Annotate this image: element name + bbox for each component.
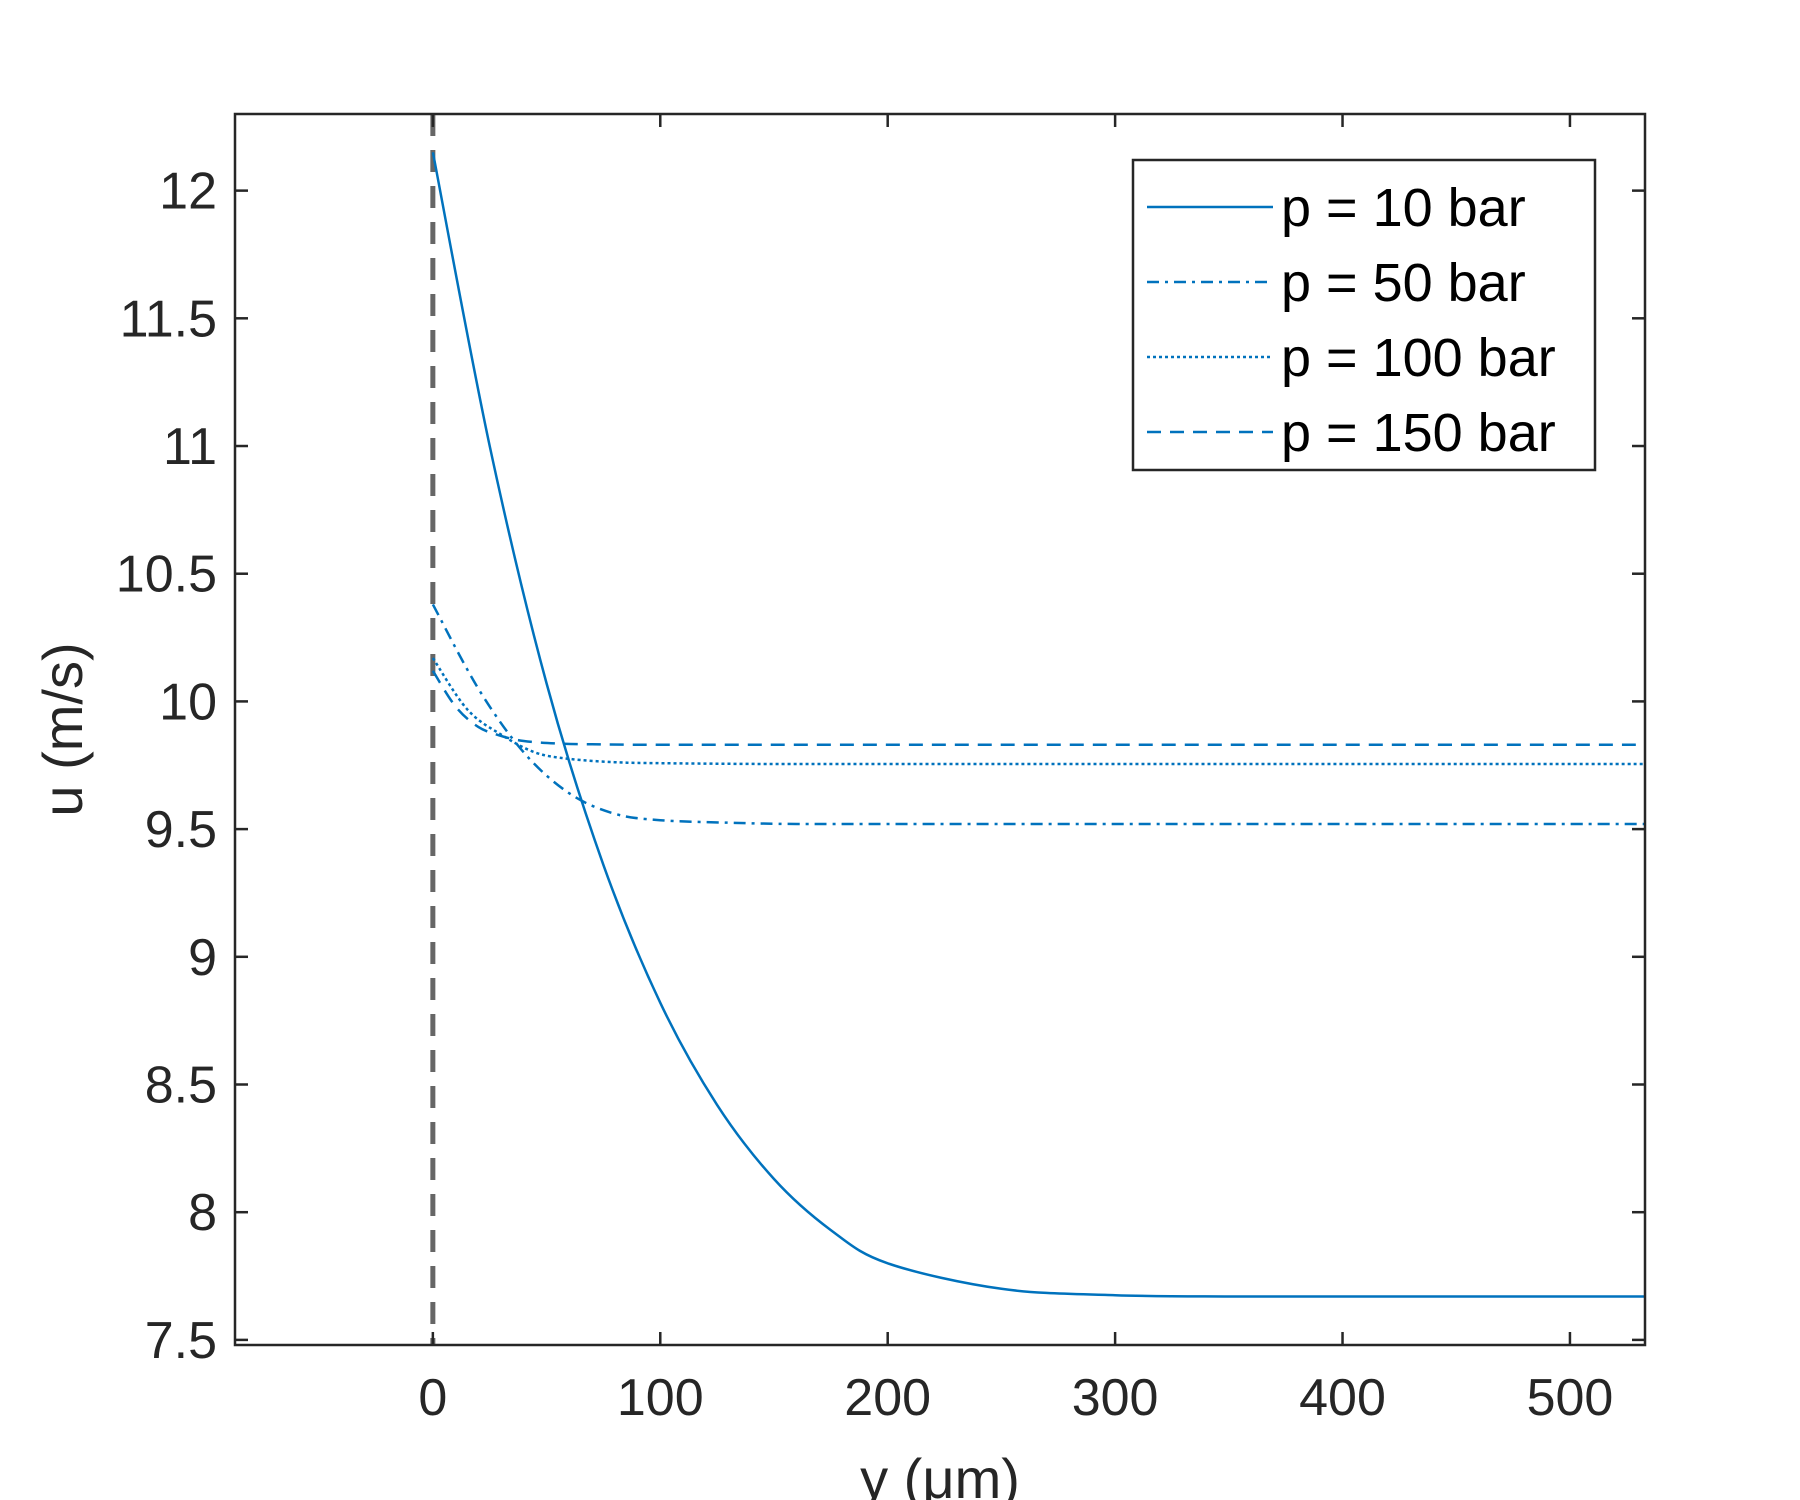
axes-frame — [233, 112, 1647, 1347]
series-line-1 — [431, 152, 1645, 1298]
series-line-2 — [431, 603, 1645, 826]
axis-ticks: 0 100 200 300 400 500 7.5 8 8.5 9 9.5 10 10.5 11 11.5 1… — [116, 114, 1645, 1427]
y-tick-label: 11.5 — [120, 290, 217, 348]
y-tick-label: 12 — [159, 163, 217, 221]
y-tick-label: 7.5 — [145, 1312, 217, 1370]
x-tick-label: 300 — [1072, 1369, 1159, 1427]
x-tick-label: 400 — [1299, 1369, 1386, 1427]
legend-label-3: p = 100 bar — [1281, 328, 1556, 388]
y-tick-label: 10 — [159, 673, 217, 731]
legend-label-2: p = 50 bar — [1281, 253, 1526, 313]
y-tick-label: 10.5 — [116, 546, 217, 604]
x-tick-label: 0 — [418, 1369, 447, 1427]
legend-label-1: p = 10 bar — [1281, 178, 1526, 238]
y-tick-label: 9 — [188, 929, 217, 987]
series-line-3 — [431, 657, 1645, 766]
y-tick-label: 11 — [163, 418, 217, 476]
legend: p = 10 bar p = 50 bar p = 100 bar p = 150 b… — [1131, 158, 1597, 472]
x-tick-label: 200 — [844, 1369, 931, 1427]
y-tick-label: 8.5 — [145, 1056, 217, 1114]
y-axis-title: u (m/s) — [31, 642, 94, 816]
series-line-4 — [431, 670, 1645, 747]
x-axis-title: y (μm) — [860, 1447, 1020, 1500]
legend-box — [1131, 158, 1597, 472]
y-tick-label: 9.5 — [145, 801, 217, 859]
x-tick-label: 500 — [1527, 1369, 1614, 1427]
x-tick-label: 100 — [617, 1369, 704, 1427]
plot-area — [430, 114, 1645, 1345]
y-tick-label: 8 — [188, 1184, 217, 1242]
legend-label-4: p = 150 bar — [1281, 403, 1556, 463]
